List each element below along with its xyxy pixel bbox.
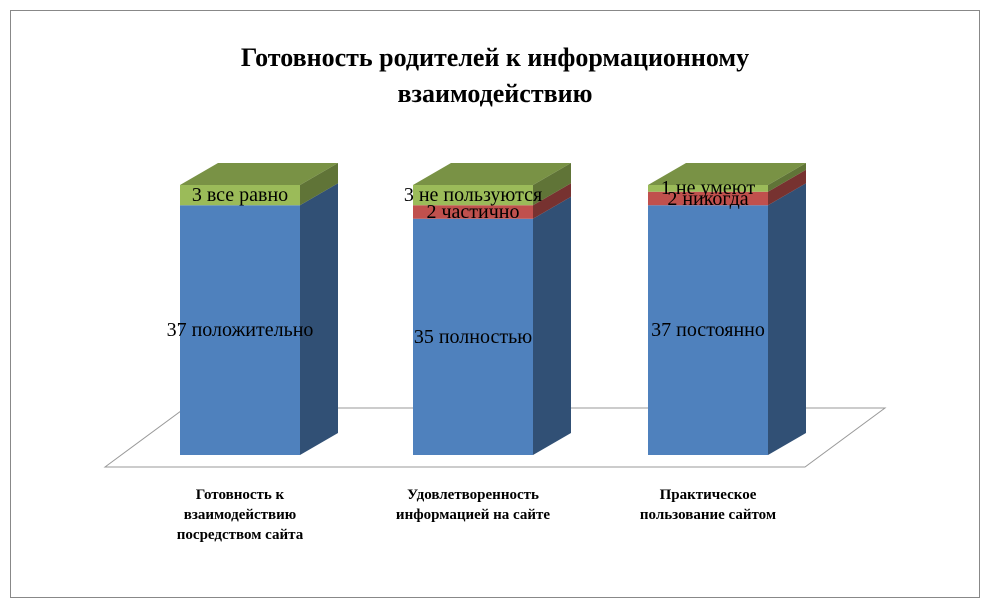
bar-side <box>533 196 571 455</box>
data-label: 35 полностью <box>413 325 533 348</box>
bar <box>413 218 533 455</box>
x-tick-label: Практическое пользование сайтом <box>639 487 777 523</box>
bar <box>180 205 300 455</box>
x-tick-label: Готовность к взаимодействию посредством … <box>176 487 304 543</box>
bar-top <box>180 163 338 185</box>
bar <box>180 185 300 206</box>
bar <box>413 205 533 219</box>
chart-title: Готовность родителей к информационному в… <box>240 43 750 108</box>
bar-side <box>300 163 338 206</box>
data-label: 2 никогда <box>667 187 749 210</box>
bar-top <box>648 163 806 185</box>
data-label: 37 постоянно <box>651 319 765 342</box>
chart-frame <box>10 10 980 598</box>
bar <box>648 205 768 455</box>
bar-side <box>768 163 806 192</box>
x-tick-label: Удовлетворенность информацией на сайте <box>395 487 551 523</box>
data-label: 2 частично <box>426 201 520 223</box>
bar-side <box>533 183 571 219</box>
bar-side <box>768 169 806 206</box>
bar-side <box>533 163 571 206</box>
data-label: 1 не умеют <box>660 177 756 200</box>
data-label: 3 не пользуются <box>403 184 543 207</box>
bar <box>648 191 768 206</box>
data-label: 37 положительно <box>166 319 314 342</box>
data-label: 3 все равно <box>191 184 289 207</box>
bar <box>413 185 533 206</box>
bar <box>648 185 768 192</box>
bar-top <box>413 163 571 185</box>
bar-side <box>768 183 806 455</box>
bar-side <box>300 183 338 455</box>
